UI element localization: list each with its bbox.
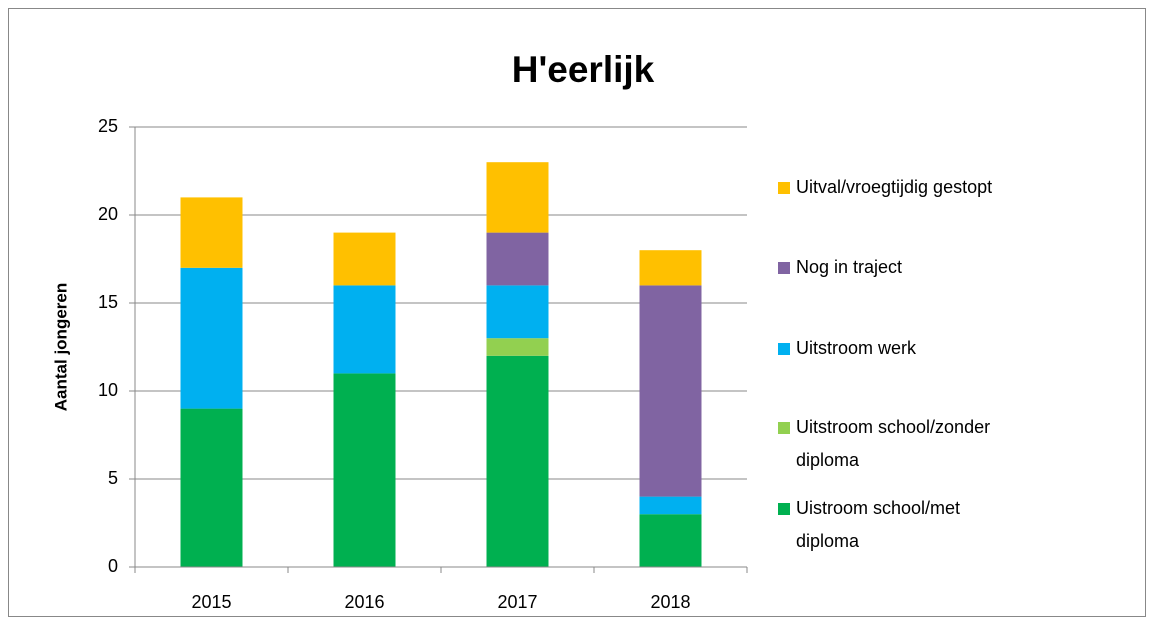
bar-segment	[639, 514, 702, 567]
bar-segment	[486, 285, 549, 339]
chart-title: H'eerlijk	[512, 49, 655, 90]
bar-segment	[333, 232, 396, 286]
x-tick-label: 2018	[650, 592, 690, 612]
bar-segment	[486, 355, 549, 567]
y-tick-label: 15	[98, 292, 118, 312]
legend-swatch	[778, 182, 790, 194]
y-axis-label: Aantal jongeren	[51, 283, 70, 411]
legend-label: Nog in traject	[796, 257, 902, 277]
bar-segment	[639, 285, 702, 497]
bar-segment	[486, 162, 549, 233]
y-tick-label: 5	[108, 468, 118, 488]
x-tick-label: 2017	[497, 592, 537, 612]
bar-segment	[180, 267, 243, 409]
x-tick-label: 2015	[191, 592, 231, 612]
bar-segment	[333, 373, 396, 567]
legend-swatch	[778, 422, 790, 434]
legend-label: Uitstroom school/zonder diploma	[796, 417, 990, 470]
y-tick-label: 10	[98, 380, 118, 400]
y-tick-label: 20	[98, 204, 118, 224]
y-tick-label: 0	[108, 556, 118, 576]
x-tick-label: 2016	[344, 592, 384, 612]
bar-segment	[180, 197, 243, 268]
bar-segment	[486, 232, 549, 286]
legend-swatch	[778, 503, 790, 515]
legend-swatch	[778, 343, 790, 355]
bar-segment	[333, 285, 396, 374]
bar-segment	[639, 250, 702, 286]
y-tick-label: 25	[98, 116, 118, 136]
legend-label: Uitval/vroegtijdig gestopt	[796, 177, 992, 197]
legend-swatch	[778, 262, 790, 274]
bar-segment	[486, 338, 549, 356]
chart-frame	[8, 8, 1146, 617]
legend-label: Uistroom school/met diploma	[796, 498, 960, 551]
legend-label: Uitstroom werk	[796, 338, 917, 358]
bar-segment	[180, 408, 243, 567]
bar-segment	[639, 496, 702, 515]
